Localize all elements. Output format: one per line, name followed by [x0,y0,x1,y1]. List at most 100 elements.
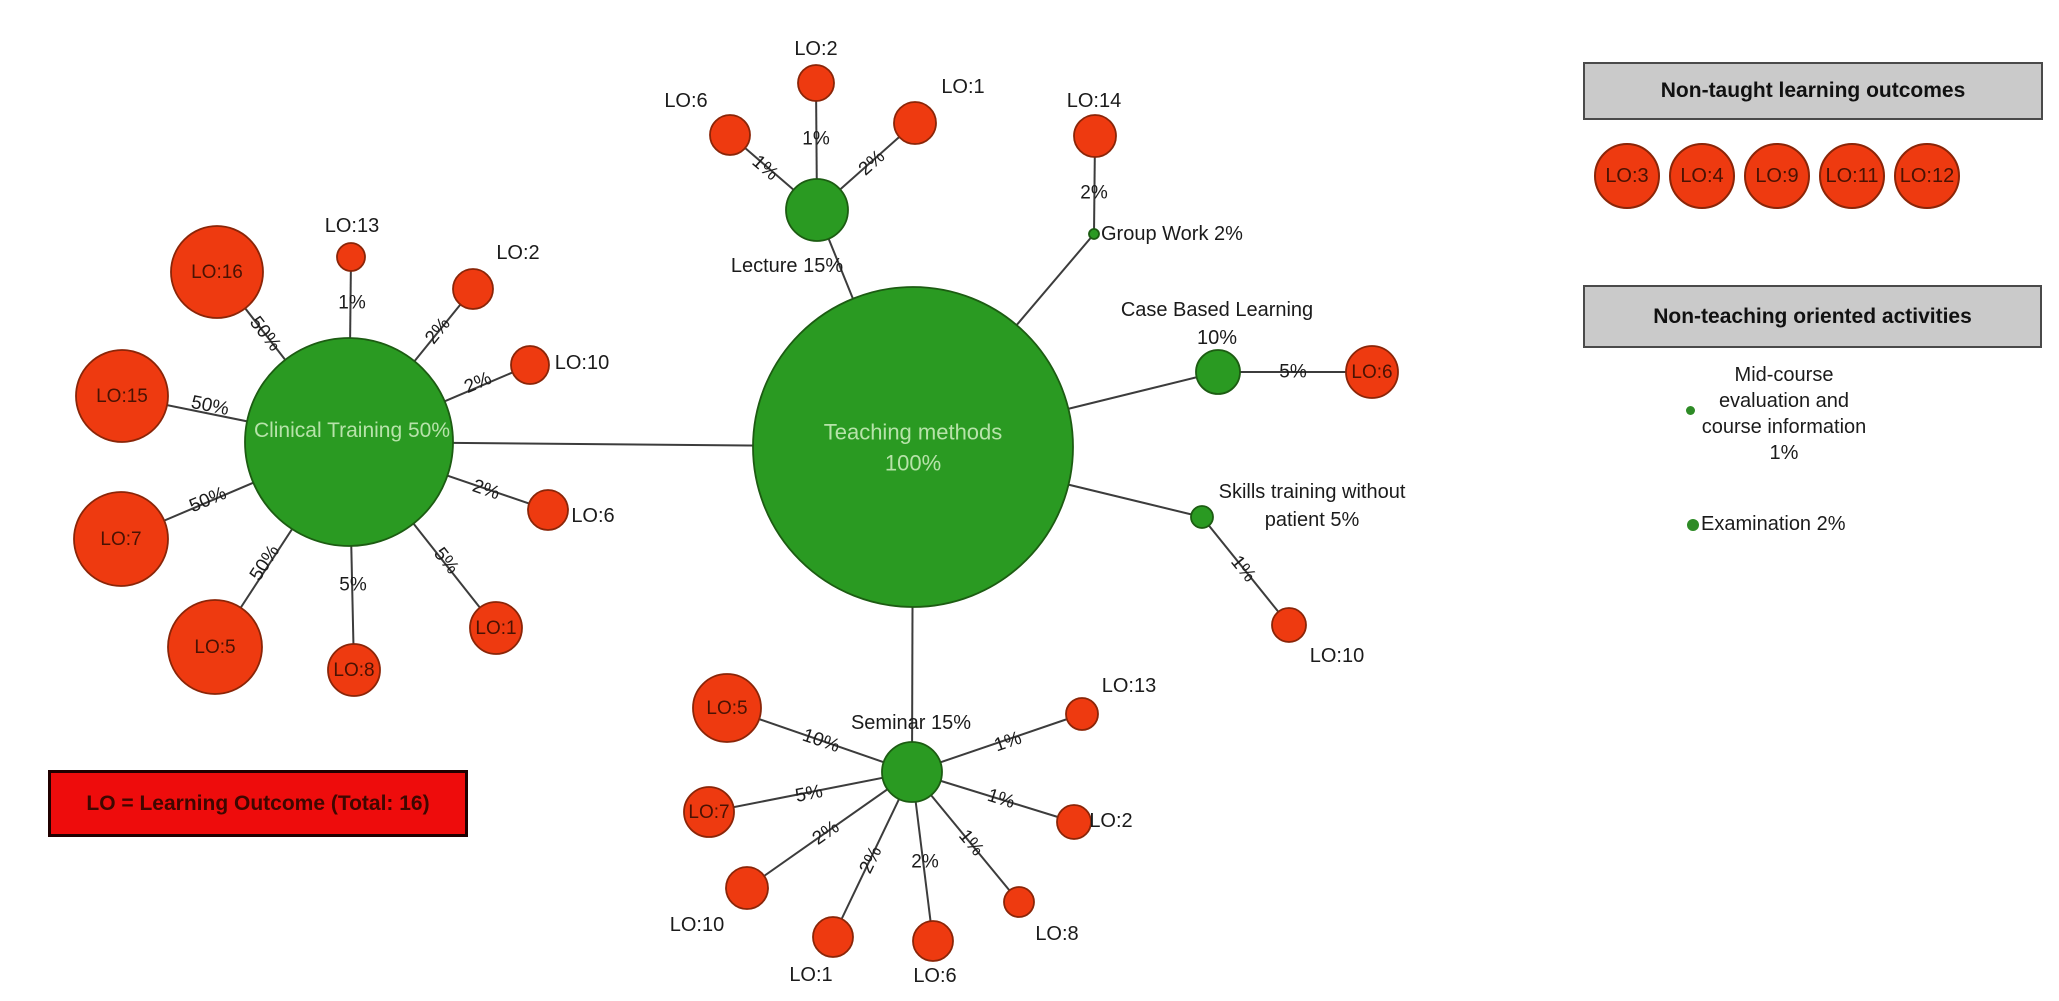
legend-non-teaching-panel: Non-teaching oriented activities [1583,285,2042,348]
node-s_lo2 [1056,804,1092,840]
edge-label-clinical-c_lo16: 50% [245,313,285,356]
label-skills: Skills training without patient 5% [1219,481,1406,531]
edge-label-seminar-s_lo5: 10% [800,725,843,757]
node-s_lo7 [683,786,735,838]
node-teaching [752,286,1074,608]
node-cbl_lo6 [1345,345,1399,399]
edge-label-seminar-s_lo2: 1% [985,785,1018,813]
node-s_lo1 [812,916,854,958]
label-cbl: Case Based Learning 10% [1121,299,1313,349]
label-c_lo1: LO:1 [475,618,516,639]
edge-label-cbl-cbl_lo6: 5% [1279,362,1307,383]
lo-note-text: LO = Learning Outcome (Total: 16) [86,791,430,815]
non-taught-lo-circle: LO:4 [1669,143,1735,209]
label-s_lo8: LO:8 [1035,923,1078,945]
node-sk_lo10 [1271,607,1307,643]
node-c_lo1 [469,601,523,655]
label-lec_lo1: LO:1 [941,76,984,98]
non-taught-lo-circle: LO:3 [1594,143,1660,209]
edge-label-clinical-c_lo13: 1% [338,293,366,314]
node-skills [1190,505,1214,529]
mid-course-label: Mid-course evaluation and course informa… [1701,364,1867,464]
edge-label-seminar-s_lo10: 2% [809,816,844,849]
node-s_lo5 [692,673,762,743]
node-c_lo2 [452,268,494,310]
label-c_lo8: LO:8 [333,660,374,681]
label-c_lo7: LO:7 [100,529,141,550]
label-c_lo16: LO:16 [191,262,243,283]
legend-non-taught-panel: Non-taught learning outcomes [1583,62,2043,120]
label-seminar: Seminar 15% [851,712,971,734]
label-lecture: Lecture 15% [731,255,844,277]
node-clinical [244,337,454,547]
label-c_lo2: LO:2 [496,242,539,264]
node-s_lo6 [912,920,954,962]
label-lec_lo2: LO:2 [794,38,837,60]
legend-non-teaching-title: Non-teaching oriented activities [1653,304,1972,328]
node-lo14 [1073,114,1117,158]
label-c_lo10: LO:10 [555,352,609,374]
label-lec_lo6: LO:6 [664,90,707,112]
non-taught-lo-circle: LO:12 [1894,143,1960,209]
edge-label-clinical-c_lo8: 5% [339,575,367,596]
node-s_lo10 [725,866,769,910]
edge-label-clinical-c_lo7: 50% [186,483,229,517]
label-s_lo7: LO:7 [688,802,729,823]
label-lo14: LO:14 [1067,90,1121,112]
edge-label-groupwork-lo14: 2% [1080,183,1108,204]
label-c_lo15: LO:15 [96,386,148,407]
node-lec_lo1 [893,101,937,145]
node-s_lo13 [1065,697,1099,731]
edge-label-clinical-c_lo6: 2% [470,476,503,505]
label-s_lo2: LO:2 [1089,810,1132,832]
label-teaching: Teaching methods 100% [824,419,1003,475]
edge-skills-sk_lo10 [1201,516,1290,626]
edge-label-lecture-lec_lo2: 1% [802,129,830,150]
label-s_lo6: LO:6 [913,965,956,987]
node-lec_lo2 [797,64,835,102]
label-clinical: Clinical Training 50% [254,419,450,442]
examination-label: Examination 2% [1701,513,1846,535]
label-s_lo10: LO:10 [670,914,724,936]
label-s_lo13: LO:13 [1102,675,1156,697]
edge-label-clinical-c_lo5: 50% [246,541,284,584]
non-taught-lo-row: LO:3 LO:4 LO:9 LO:11 LO:12 [1594,143,1960,209]
edge-seminar-s_lo7 [708,771,913,813]
node-c_lo10 [510,345,550,385]
label-sk_lo10: LO:10 [1310,645,1364,667]
edge-label-seminar-s_lo7: 5% [794,781,825,807]
node-c_lo7 [73,491,169,587]
label-c_lo5: LO:5 [194,637,235,658]
edge-label-clinical-c_lo15: 50% [189,392,231,420]
node-seminar [881,741,943,803]
edge-label-seminar-s_lo13: 1% [992,728,1025,757]
examination-dot-icon [1687,519,1699,531]
node-lec_lo6 [709,114,751,156]
node-c_lo13 [336,242,366,272]
label-groupwork: Group Work 2% [1101,223,1243,245]
node-c_lo8 [327,643,381,697]
label-s_lo1: LO:1 [789,964,832,986]
label-c_lo13: LO:13 [325,215,379,237]
node-c_lo15 [75,349,169,443]
node-c_lo5 [167,599,263,695]
node-lecture [785,178,849,242]
node-groupwork [1088,228,1100,240]
mid-course-dot-icon [1686,406,1695,415]
non-taught-lo-circle: LO:9 [1744,143,1810,209]
node-s_lo8 [1003,886,1035,918]
label-cbl_lo6: LO:6 [1351,362,1392,383]
node-c_lo16 [170,225,264,319]
non-taught-lo-circle: LO:11 [1819,143,1885,209]
label-c_lo6: LO:6 [571,505,614,527]
node-cbl [1195,349,1241,395]
lo-note-box: LO = Learning Outcome (Total: 16) [48,770,468,837]
edge-label-clinical-c_lo10: 2% [461,368,495,398]
node-c_lo6 [527,489,569,531]
edge-label-seminar-s_lo1: 2% [856,843,887,877]
legend-non-taught-title: Non-taught learning outcomes [1660,79,1966,102]
edge-label-lecture-lec_lo6: 1% [748,151,783,185]
label-s_lo5: LO:5 [706,698,747,719]
